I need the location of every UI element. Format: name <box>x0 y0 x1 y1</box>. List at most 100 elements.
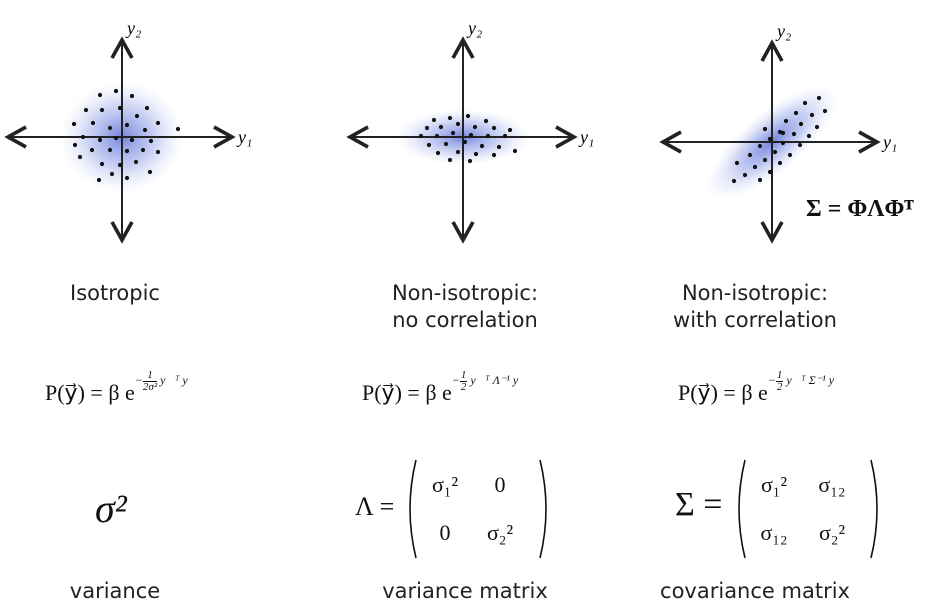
sample-point <box>424 125 430 131</box>
density-formula: P(y⃗) = β e− 1 2 y⃗ᵀ Σ⁻¹ y⃗ <box>678 369 843 409</box>
sample-point <box>124 175 130 181</box>
sample-point <box>155 149 161 155</box>
frac-denominator: 2 <box>460 380 467 393</box>
sample-point <box>496 144 502 150</box>
sample-point <box>435 150 441 156</box>
exp-quadratic: y⃗ᵀ Λ⁻¹ y⃗ <box>470 373 528 387</box>
variance-symbol: σ² <box>95 486 127 531</box>
sample-point <box>447 157 453 163</box>
sample-point <box>97 92 103 98</box>
sample-point <box>507 127 513 133</box>
sample-point <box>772 149 778 155</box>
sample-point <box>462 139 468 145</box>
sample-point <box>483 118 489 124</box>
exp-fraction: 1 2σ² <box>142 369 158 393</box>
left-paren <box>409 459 417 559</box>
frac-denominator: 2 <box>776 380 783 393</box>
matrix-cell: 0 <box>439 520 451 545</box>
isotropic-panel: y₁ y₂ Isotropic P(y⃗) = β e− 1 2σ² y⃗ᵀ y⃗ … <box>0 0 310 609</box>
sample-point <box>129 93 135 99</box>
sample-point <box>747 152 753 158</box>
matrix-cell: σ₁² <box>760 472 788 497</box>
right-paren <box>870 459 878 559</box>
matrix-cell: σ₁₂ <box>818 472 846 497</box>
exp-sign: − <box>134 373 143 387</box>
sample-point <box>797 142 803 148</box>
caption-line: Isotropic <box>70 281 160 305</box>
sample-point <box>77 154 83 160</box>
formula-exponent: −1 2σ² y⃗ᵀ y⃗ <box>134 369 198 392</box>
sample-point <box>418 133 424 139</box>
caption-line: with correlation <box>673 308 837 332</box>
non-isotropic-panel: y₁ y₂ Non-isotropic: no correlation P(y⃗… <box>310 0 620 609</box>
sample-point <box>734 160 740 166</box>
x-axis-label: y₁ <box>578 127 594 147</box>
sample-point <box>97 137 103 143</box>
y-axis-label: y₂ <box>466 18 482 38</box>
x-axis-label: y₁ <box>236 127 252 147</box>
panel-caption: Non-isotropic: with correlation <box>600 280 910 334</box>
sample-point <box>140 147 146 153</box>
sample-point <box>455 121 461 127</box>
sample-point <box>822 108 828 114</box>
sample-point <box>757 143 763 149</box>
sample-point <box>473 151 479 157</box>
sample-point <box>798 121 804 127</box>
frac-numerator: 1 <box>142 369 158 382</box>
sample-point <box>757 177 763 183</box>
sample-point <box>742 172 748 178</box>
variance-label: variance <box>69 579 161 603</box>
frac-numerator: 1 <box>459 368 468 382</box>
sample-point <box>780 130 786 136</box>
sample-point <box>814 124 820 130</box>
sample-point <box>147 169 153 175</box>
sample-point <box>806 133 812 139</box>
sample-point <box>99 107 105 113</box>
sample-point <box>426 142 432 148</box>
formula-lhs: P(y⃗) = β e <box>362 380 452 405</box>
sample-point <box>472 124 478 130</box>
exp-quadratic: y⃗ᵀ y⃗ <box>160 373 198 387</box>
variance-matrix-label: variance matrix <box>382 579 548 603</box>
sample-point <box>107 125 113 131</box>
right-paren <box>539 459 547 559</box>
sample-point <box>780 140 786 146</box>
sample-point <box>787 152 793 158</box>
correlated-plot: y₁ y₂ <box>659 21 897 244</box>
caption-line: Non-isotropic: <box>391 281 539 305</box>
covariance-matrix-label: covariance matrix <box>660 579 850 603</box>
matrix-cell: σ₁₂ <box>760 520 788 545</box>
sample-point <box>465 113 471 119</box>
matrix-symbol: Σ = <box>675 486 723 523</box>
left-paren <box>738 459 746 559</box>
sample-point <box>129 137 135 143</box>
sample-point <box>113 135 119 141</box>
sample-point <box>96 177 102 183</box>
sample-point <box>72 142 78 148</box>
sample-point <box>83 107 89 113</box>
sample-point <box>133 159 139 165</box>
sample-point <box>752 164 758 170</box>
sample-point <box>124 122 130 128</box>
formula-exponent: −1 2 y⃗ᵀ Σ⁻¹ y⃗ <box>768 369 844 392</box>
sample-point <box>148 138 154 144</box>
sample-point <box>142 127 148 133</box>
sample-point <box>434 133 440 139</box>
sample-point <box>762 157 768 163</box>
density-formula: P(y⃗) = β e− 1 2σ² y⃗ᵀ y⃗ <box>45 369 197 409</box>
sample-point <box>175 126 181 132</box>
correlated-panel: y₁ y₂ Σ = ΦΛΦᵀ Non-isotropic: with corre… <box>620 0 930 609</box>
sample-point <box>502 133 508 139</box>
sample-point <box>124 148 130 154</box>
sample-point <box>107 147 113 153</box>
sample-point <box>783 118 789 124</box>
sample-point <box>762 126 768 132</box>
x-axis-label: y₁ <box>881 132 897 152</box>
matrix-cell: σ₂² <box>486 520 514 545</box>
sample-point <box>134 113 140 119</box>
sample-point <box>443 141 449 147</box>
formula-exponent: −1 2 y⃗ᵀ Λ⁻¹ y⃗ <box>452 369 528 392</box>
sample-point <box>479 143 485 149</box>
sample-point <box>816 95 822 101</box>
